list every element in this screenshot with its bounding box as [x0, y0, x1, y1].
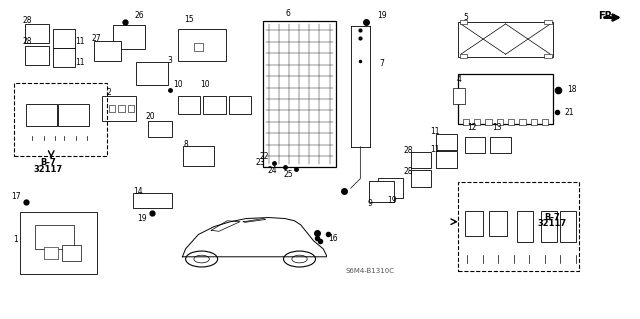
Bar: [229, 96, 251, 114]
Bar: [20, 212, 97, 274]
Bar: [463, 119, 469, 125]
Text: 14: 14: [132, 187, 143, 196]
Text: 28: 28: [404, 146, 413, 155]
Text: 2: 2: [106, 88, 111, 97]
Bar: [53, 48, 75, 67]
Bar: [460, 20, 467, 24]
Bar: [25, 24, 49, 43]
Bar: [489, 211, 507, 236]
Bar: [177, 96, 200, 114]
Text: 5: 5: [463, 13, 468, 22]
Bar: [436, 151, 457, 168]
Text: 10: 10: [173, 80, 183, 89]
Bar: [460, 54, 467, 58]
Bar: [178, 29, 226, 61]
Bar: [458, 182, 579, 271]
Text: 27: 27: [91, 34, 101, 43]
Bar: [520, 119, 526, 125]
Bar: [474, 119, 481, 125]
Bar: [436, 134, 457, 150]
Bar: [193, 43, 204, 51]
Bar: [44, 247, 58, 259]
Bar: [109, 105, 115, 112]
Bar: [113, 25, 145, 48]
Text: 3: 3: [167, 56, 172, 65]
Bar: [204, 96, 226, 114]
Text: 1: 1: [13, 235, 19, 244]
Text: FR.: FR.: [598, 11, 616, 21]
Text: 24: 24: [267, 166, 277, 175]
Bar: [263, 21, 337, 167]
Bar: [133, 193, 172, 208]
Text: 28: 28: [22, 37, 31, 46]
Bar: [453, 88, 465, 104]
Bar: [531, 119, 537, 125]
Text: 23: 23: [255, 158, 265, 167]
Bar: [128, 105, 134, 112]
Bar: [544, 54, 552, 58]
Bar: [544, 20, 552, 24]
Bar: [561, 211, 577, 242]
Text: 32117: 32117: [33, 165, 63, 174]
Bar: [25, 46, 49, 65]
Text: 4: 4: [457, 75, 462, 84]
Bar: [35, 225, 74, 249]
Text: 28: 28: [22, 16, 31, 25]
Text: 7: 7: [379, 59, 384, 68]
Bar: [458, 22, 553, 57]
Bar: [26, 104, 57, 126]
Bar: [102, 96, 136, 121]
Bar: [183, 146, 214, 166]
Bar: [94, 41, 121, 61]
Text: 9: 9: [367, 199, 372, 208]
Text: 10: 10: [200, 80, 210, 89]
Text: S6M4-B1310C: S6M4-B1310C: [346, 268, 394, 274]
Text: 15: 15: [184, 15, 194, 24]
Bar: [497, 119, 503, 125]
Text: 11: 11: [76, 37, 85, 46]
Bar: [411, 152, 431, 168]
Text: 6: 6: [285, 9, 291, 18]
Bar: [465, 137, 485, 153]
Text: 16: 16: [328, 234, 338, 243]
Bar: [508, 119, 515, 125]
Bar: [490, 137, 511, 153]
Text: 20: 20: [145, 112, 156, 121]
Text: 18: 18: [568, 85, 577, 94]
Text: 28: 28: [404, 167, 413, 176]
Bar: [458, 74, 553, 124]
Text: 8: 8: [184, 140, 189, 149]
Bar: [517, 211, 532, 242]
Text: 17: 17: [11, 192, 21, 201]
Text: 19: 19: [387, 197, 397, 205]
Text: 19: 19: [137, 214, 147, 223]
Bar: [541, 211, 557, 242]
Text: 11: 11: [76, 58, 85, 67]
Bar: [136, 62, 168, 85]
Text: 26: 26: [134, 11, 145, 20]
Bar: [62, 245, 81, 261]
Text: 19: 19: [378, 11, 387, 20]
Text: 13: 13: [492, 123, 502, 132]
Bar: [53, 29, 75, 48]
Bar: [58, 104, 89, 126]
Bar: [118, 105, 125, 112]
Bar: [378, 178, 403, 198]
Text: 32117: 32117: [537, 219, 566, 228]
Bar: [148, 121, 172, 137]
Bar: [369, 181, 394, 202]
Bar: [14, 83, 107, 156]
Bar: [465, 211, 483, 236]
Text: 22: 22: [260, 152, 269, 161]
Text: B-7: B-7: [544, 213, 559, 222]
Text: 11: 11: [431, 127, 440, 136]
Text: 11: 11: [431, 145, 440, 154]
Text: 12: 12: [467, 123, 476, 132]
Text: 21: 21: [564, 108, 574, 117]
Text: B-7: B-7: [40, 158, 56, 167]
Bar: [485, 119, 492, 125]
Bar: [542, 119, 548, 125]
Text: 25: 25: [283, 170, 293, 179]
Bar: [411, 170, 431, 187]
